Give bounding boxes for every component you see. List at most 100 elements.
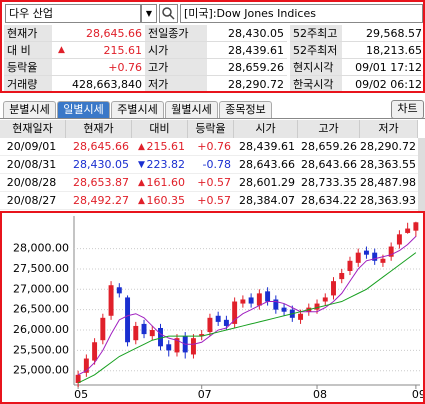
candle-body (347, 260, 353, 271)
candle-body (174, 338, 180, 353)
table-cell: -0.78 (188, 156, 234, 174)
candle-body (215, 315, 221, 322)
quote-value: 28,645.66 (52, 25, 145, 42)
candle-body (232, 301, 238, 324)
quote-value: 09/02 06:12 (342, 76, 423, 91)
quote-table: 현재가 28,645.66 전일종가 28,430.05 52주최고 29,568.57 대… (4, 25, 423, 91)
candle-body (223, 319, 229, 326)
dropdown-arrow[interactable]: ▼ (141, 4, 157, 23)
table-cell: +0.76 (188, 138, 234, 156)
table-cell: 28,430.05 (66, 156, 132, 174)
candle-body (413, 222, 419, 231)
column-header: 현재일자 (0, 120, 66, 138)
change-value: 160.35 (146, 194, 186, 207)
x-tick-label: 08 (313, 388, 327, 401)
change-value: 215.61 (103, 44, 143, 57)
chart: 25,000.00 25,500.00 26,000.00 26,500.00 27,0… (13, 216, 423, 401)
symbol-select[interactable]: 다우 산업 (5, 4, 141, 23)
table-cell: 28,643.66 (234, 156, 298, 174)
search-icon (162, 7, 175, 20)
candle-body (380, 258, 386, 263)
table-cell: 28,363.55 (360, 156, 418, 174)
quote-label: 대 비 (4, 42, 52, 59)
tab-bar: 분별시세 일별시세 주별시세 월별시세 종목정보 차트 (0, 100, 425, 119)
table-cell: 28,439.61 (234, 138, 298, 156)
candle-body (133, 325, 139, 341)
quote-value: ▲ 215.61 (52, 42, 145, 59)
quote-label: 등락율 (4, 59, 52, 76)
table-cell: +0.57 (188, 192, 234, 210)
table-cell: ▲ 160.35 (132, 192, 188, 210)
table-cell: 20/08/28 (0, 174, 66, 192)
tab[interactable]: 주별시세 (111, 101, 164, 118)
quote-label: 거래량 (4, 76, 52, 91)
candle-body (149, 330, 155, 337)
table-cell: 28,659.26 (298, 138, 360, 156)
candle-body (363, 250, 369, 255)
table-cell: 28,384.07 (234, 192, 298, 210)
candle-body (339, 273, 345, 280)
quote-value: +0.76 (52, 59, 145, 76)
change-sign: ▲ (138, 196, 145, 206)
moving-average-line (77, 236, 417, 376)
candle-body (75, 374, 81, 383)
table-cell: 20/09/01 (0, 138, 66, 156)
table-cell: ▲ 161.60 (132, 174, 188, 192)
table-cell: 28,487.98 (360, 174, 418, 192)
column-header: 대비 (132, 120, 188, 138)
change-sign: ▼ (138, 160, 145, 170)
column-header: 현재가 (66, 120, 132, 138)
chart-button[interactable]: 차트 (391, 100, 424, 118)
change-value: 223.82 (146, 158, 186, 171)
y-tick-label: 27,500.00 (13, 262, 69, 275)
candle-body (396, 234, 402, 245)
quote-value: 28,439.61 (207, 42, 287, 59)
candle-body (116, 287, 122, 294)
daily-table: 현재일자 현재가 대비 등락율 시가 고가 저가 20/09/01 28,645.66 ▲ 215.… (0, 120, 425, 211)
y-tick-label: 25,500.00 (13, 343, 69, 356)
candle-body (388, 246, 394, 257)
table-cell: 28,733.35 (298, 174, 360, 192)
y-tick-label: 26,500.00 (13, 303, 69, 316)
quote-label: 한국시각 (290, 76, 342, 91)
candle-body (355, 252, 361, 263)
tab[interactable]: 분별시세 (3, 101, 56, 118)
candle-body (92, 342, 98, 361)
table-cell: 28,601.29 (234, 174, 298, 192)
candle-body (273, 299, 279, 310)
tab[interactable]: 월별시세 (165, 101, 218, 118)
candle-body (256, 293, 262, 306)
candle-body (281, 307, 287, 312)
column-header: 등락율 (188, 120, 234, 138)
tab[interactable]: 종목정보 (219, 101, 272, 118)
table-cell: ▼ 223.82 (132, 156, 188, 174)
quote-value: 28,659.26 (207, 59, 287, 76)
table-cell: 28,643.66 (298, 156, 360, 174)
column-header: 고가 (298, 120, 360, 138)
quote-value: 28,430.05 (207, 25, 287, 42)
candle-body (405, 228, 411, 233)
quote-value: 18,213.65 (342, 42, 423, 59)
quote-value: 29,568.57 (342, 25, 423, 42)
table-cell: ▲ 215.61 (132, 138, 188, 156)
quote-value: 09/01 17:12 (342, 59, 423, 76)
quote-label: 현지시각 (290, 59, 342, 76)
y-tick-label: 25,000.00 (13, 364, 69, 377)
quote-value: 28,290.72 (207, 76, 287, 91)
candle-body (190, 338, 196, 355)
column-header: 시가 (234, 120, 298, 138)
chart-panel: 25,000.00 25,500.00 26,000.00 26,500.00 27,0… (0, 211, 425, 404)
y-tick-label: 26,000.00 (13, 323, 69, 336)
table-cell: 28,634.22 (298, 192, 360, 210)
column-header: 저가 (360, 120, 418, 138)
y-tick-label: 28,000.00 (13, 242, 69, 255)
tab[interactable]: 일별시세 (57, 101, 110, 118)
candle-body (207, 317, 213, 333)
quote-value: 428,663,840 (52, 76, 145, 91)
moving-average-line (77, 252, 417, 384)
search-button[interactable] (159, 4, 178, 23)
table-cell: 28,645.66 (66, 138, 132, 156)
y-tick-label: 27,000.00 (13, 282, 69, 295)
candle-body (141, 323, 147, 335)
candle-body (240, 299, 246, 304)
